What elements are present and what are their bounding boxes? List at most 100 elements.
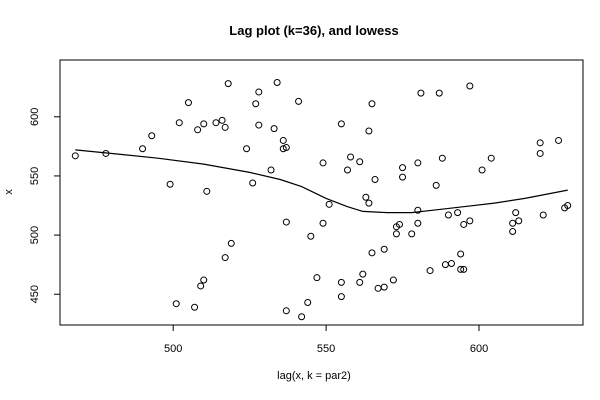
data-points bbox=[71, 78, 572, 321]
data-point bbox=[200, 276, 208, 284]
data-point bbox=[304, 299, 312, 307]
data-point bbox=[399, 164, 407, 172]
data-point bbox=[447, 259, 455, 267]
data-point bbox=[460, 265, 468, 273]
data-point bbox=[356, 278, 364, 286]
data-point bbox=[249, 179, 257, 187]
y-axis-label: x bbox=[3, 189, 15, 195]
data-point bbox=[356, 158, 364, 166]
data-point bbox=[536, 149, 544, 157]
data-point bbox=[478, 166, 486, 174]
data-point bbox=[298, 313, 306, 321]
data-point bbox=[139, 145, 147, 153]
data-point bbox=[414, 219, 422, 227]
data-point bbox=[362, 193, 370, 201]
x-tick-label: 500 bbox=[164, 343, 182, 355]
data-point bbox=[337, 120, 345, 128]
y-tick-label: 500 bbox=[29, 226, 41, 244]
data-point bbox=[197, 282, 205, 290]
data-point bbox=[212, 119, 220, 127]
lowess-curve bbox=[75, 149, 568, 214]
data-point bbox=[255, 88, 263, 96]
data-point bbox=[218, 116, 226, 124]
data-point bbox=[509, 228, 517, 236]
data-point bbox=[515, 217, 523, 225]
data-point bbox=[432, 181, 440, 189]
data-point bbox=[365, 199, 373, 207]
data-point bbox=[466, 82, 474, 90]
data-point bbox=[435, 89, 443, 97]
data-point bbox=[227, 239, 235, 247]
y-tick-label: 450 bbox=[29, 285, 41, 303]
data-point bbox=[368, 100, 376, 108]
data-point bbox=[365, 127, 373, 135]
data-point bbox=[444, 211, 452, 219]
data-point bbox=[389, 276, 397, 284]
data-point bbox=[307, 232, 315, 240]
data-point bbox=[359, 270, 367, 278]
y-tick-label: 550 bbox=[29, 167, 41, 185]
data-point bbox=[371, 175, 379, 183]
data-point bbox=[282, 218, 290, 226]
data-point bbox=[509, 219, 517, 227]
data-point bbox=[295, 97, 303, 105]
data-point bbox=[368, 249, 376, 257]
data-point bbox=[414, 159, 422, 167]
y-axis: 450 500 550 600 bbox=[29, 108, 60, 303]
data-point bbox=[224, 80, 232, 88]
data-point bbox=[374, 284, 382, 292]
data-point bbox=[282, 144, 290, 152]
data-point bbox=[399, 173, 407, 181]
data-point bbox=[457, 250, 465, 258]
data-point bbox=[454, 209, 462, 217]
data-point bbox=[555, 136, 563, 144]
data-point bbox=[539, 211, 547, 219]
data-point bbox=[71, 152, 79, 160]
x-axis-label: lag(x, k = par2) bbox=[277, 370, 351, 382]
data-point bbox=[487, 154, 495, 162]
data-point bbox=[392, 230, 400, 238]
data-point bbox=[441, 261, 449, 269]
x-axis: 500 550 600 bbox=[164, 325, 488, 355]
data-point bbox=[347, 153, 355, 161]
data-point bbox=[380, 283, 388, 291]
data-point bbox=[279, 136, 287, 144]
data-point bbox=[184, 99, 192, 107]
data-point bbox=[148, 132, 156, 140]
data-point bbox=[279, 145, 287, 153]
plot-frame bbox=[59, 59, 584, 326]
data-point bbox=[267, 166, 275, 174]
data-point bbox=[166, 180, 174, 188]
data-point bbox=[408, 230, 416, 238]
data-point bbox=[273, 78, 281, 86]
data-point bbox=[343, 166, 351, 174]
y-tick-label: 600 bbox=[29, 108, 41, 126]
data-point bbox=[172, 300, 180, 308]
data-point bbox=[417, 89, 425, 97]
data-point bbox=[325, 200, 333, 208]
data-point bbox=[243, 145, 251, 153]
data-point bbox=[319, 219, 327, 227]
data-point bbox=[175, 119, 183, 127]
x-tick-label: 600 bbox=[470, 343, 488, 355]
data-point bbox=[460, 220, 468, 228]
data-point bbox=[221, 254, 229, 262]
data-point bbox=[194, 126, 202, 134]
data-point bbox=[252, 100, 260, 108]
data-point bbox=[512, 209, 520, 217]
data-point bbox=[337, 293, 345, 301]
data-point bbox=[414, 206, 422, 214]
data-point bbox=[426, 267, 434, 275]
data-point bbox=[380, 245, 388, 253]
x-tick-label: 550 bbox=[317, 343, 335, 355]
data-point bbox=[221, 123, 229, 131]
data-point bbox=[319, 159, 327, 167]
data-point bbox=[564, 202, 572, 210]
data-point bbox=[466, 217, 474, 225]
data-point bbox=[200, 120, 208, 128]
data-point bbox=[395, 220, 403, 228]
data-point bbox=[282, 307, 290, 315]
data-point bbox=[255, 121, 263, 129]
data-point bbox=[337, 278, 345, 286]
